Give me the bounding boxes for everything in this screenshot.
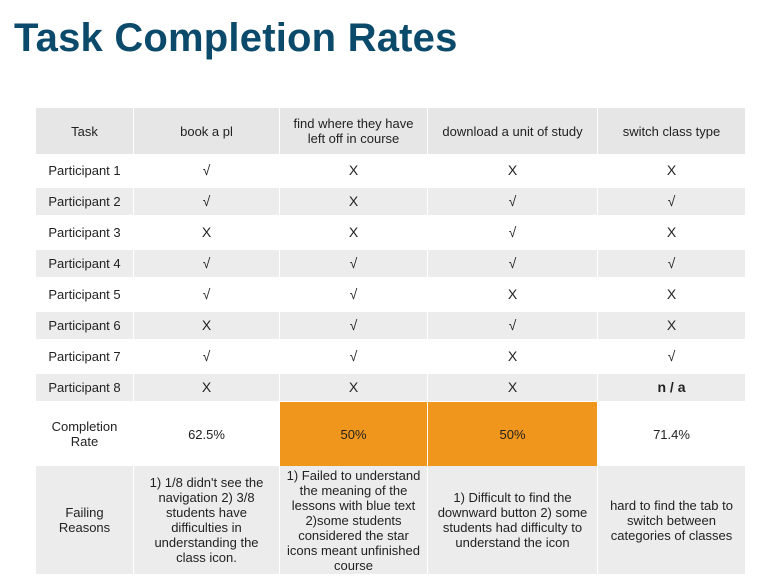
result-cell: √ [598,340,746,374]
result-cell: √ [598,250,746,278]
completion-rate-row: Completion Rate 62.5% 50% 50% 71.4% [36,402,746,466]
result-cell: √ [134,278,280,312]
failing-reasons-row: Failing Reasons 1) 1/8 didn't see the na… [36,466,746,574]
failing-reasons-label: Failing Reasons [36,466,134,574]
table-row: Participant 1 √ X X X [36,154,746,188]
participant-label: Participant 8 [36,374,134,402]
table-row: Participant 4 √ √ √ √ [36,250,746,278]
result-cell-na: n / a [598,374,746,402]
header-download-unit: download a unit of study [428,108,598,154]
participant-label: Participant 7 [36,340,134,374]
completion-rate-value: 62.5% [134,402,280,466]
result-cell: √ [134,154,280,188]
participant-label: Participant 4 [36,250,134,278]
participant-label: Participant 6 [36,312,134,340]
result-cell: √ [280,340,428,374]
result-cell: X [134,374,280,402]
result-cell: √ [134,250,280,278]
result-cell: √ [428,312,598,340]
failing-reason-text: 1) Difficult to find the downward button… [428,466,598,574]
header-row: Task book a pl find where they have left… [36,108,746,154]
table-row: Participant 7 √ √ X √ [36,340,746,374]
result-cell: X [134,216,280,250]
result-cell: X [598,278,746,312]
result-cell: √ [280,312,428,340]
failing-reason-text: 1) Failed to understand the meaning of t… [280,466,428,574]
result-cell: √ [428,250,598,278]
page-title: Task Completion Rates [14,16,458,60]
header-find-left-off: find where they have left off in course [280,108,428,154]
result-cell: X [598,216,746,250]
participant-label: Participant 1 [36,154,134,188]
completion-rate-label: Completion Rate [36,402,134,466]
completion-table: Task book a pl find where they have left… [36,108,746,574]
table-row: Participant 6 X √ √ X [36,312,746,340]
failing-reason-text: hard to find the tab to switch between c… [598,466,746,574]
table-row: Participant 3 X X √ X [36,216,746,250]
table-row: Participant 8 X X X n / a [36,374,746,402]
failing-reason-text: 1) 1/8 didn't see the navigation 2) 3/8 … [134,466,280,574]
result-cell: √ [134,340,280,374]
header-switch-class: switch class type [598,108,746,154]
result-cell: √ [280,278,428,312]
result-cell: X [280,188,428,216]
participant-label: Participant 5 [36,278,134,312]
result-cell: √ [598,188,746,216]
result-cell: X [280,154,428,188]
table-row: Participant 2 √ X √ √ [36,188,746,216]
result-cell: X [428,278,598,312]
result-cell: X [280,374,428,402]
result-cell: X [428,154,598,188]
completion-rate-value-highlighted: 50% [428,402,598,466]
result-cell: X [598,154,746,188]
header-book-pl: book a pl [134,108,280,154]
participant-label: Participant 2 [36,188,134,216]
result-cell: √ [280,250,428,278]
result-cell: X [134,312,280,340]
result-cell: √ [134,188,280,216]
completion-rate-value: 71.4% [598,402,746,466]
completion-rate-value-highlighted: 50% [280,402,428,466]
result-cell: √ [428,188,598,216]
result-cell: √ [428,216,598,250]
result-cell: X [428,374,598,402]
participant-label: Participant 3 [36,216,134,250]
header-task: Task [36,108,134,154]
result-cell: X [598,312,746,340]
table-row: Participant 5 √ √ X X [36,278,746,312]
result-cell: X [428,340,598,374]
result-cell: X [280,216,428,250]
